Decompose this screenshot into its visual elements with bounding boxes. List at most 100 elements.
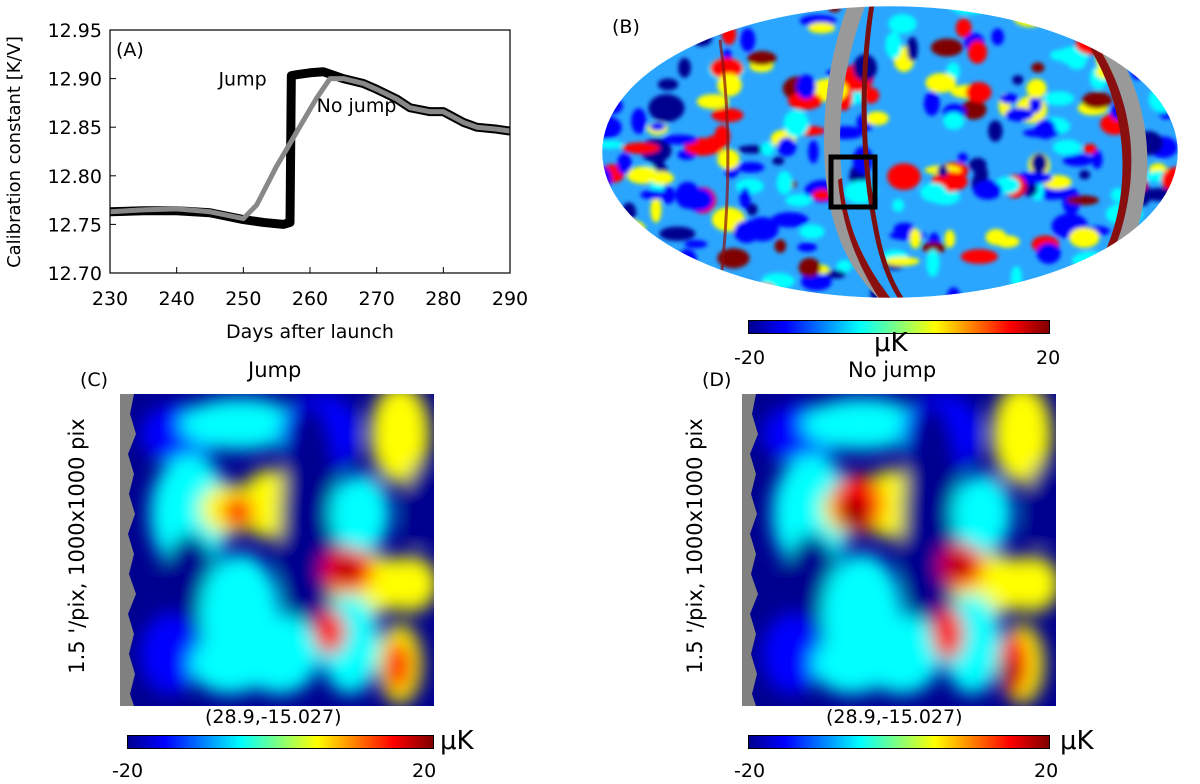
field-blob: [892, 198, 905, 212]
field-blob: [1076, 277, 1102, 292]
field-blob: [777, 137, 797, 157]
field-blob: [1031, 153, 1048, 174]
field-blob: [1028, 464, 1056, 544]
field-blob: [739, 187, 751, 209]
field-blob: [1072, 251, 1109, 270]
field-blob: [973, 180, 1002, 200]
field-blob: [1012, 74, 1024, 85]
panel-d-ylabel: 1.5 '/pix, 1000x1000 pix: [683, 418, 707, 674]
field-blob: [1114, 242, 1153, 267]
field-blob: [762, 614, 822, 694]
field-blob: [1061, 271, 1078, 298]
field-blob: [1096, 6, 1125, 32]
y-tick-label: 12.80: [48, 166, 102, 188]
field-blob: [694, 13, 712, 23]
field-blob: [1005, 107, 1034, 122]
field-blob: [602, 240, 626, 262]
zoom-map-no-jump: [742, 394, 1056, 706]
galactic-mask-arc-edge: [1056, 6, 1132, 298]
field-blob: [740, 28, 756, 52]
field-blob: [884, 256, 920, 266]
field-blob: [994, 235, 1020, 248]
field-blob: [602, 166, 612, 191]
field-blob: [785, 193, 813, 207]
field-blob: [946, 287, 961, 298]
zoom-map-no-jump-mask: [742, 394, 758, 706]
series-line-jump: [109, 67, 511, 229]
colorbar-c-max: 20: [412, 760, 437, 782]
field-blob: [1043, 91, 1075, 106]
field-blob: [696, 94, 730, 110]
field-blob: [1084, 258, 1120, 269]
chart-axes: 230 240 250 260 270 280 290 12.70 12.75 12.80 12.8…: [48, 20, 529, 310]
field-blob: [926, 249, 940, 277]
x-tick-label: 230: [92, 288, 128, 310]
field-blob: [952, 474, 1012, 554]
field-blob: [920, 182, 948, 203]
field-blob: [1138, 222, 1170, 238]
field-blob: [1132, 24, 1148, 40]
galactic-mask-stripe: [824, 6, 892, 298]
field-blob: [717, 73, 742, 97]
field-blob: [707, 285, 733, 295]
field-blob: [774, 239, 787, 253]
field-blob: [887, 163, 921, 191]
y-tick-label: 12.90: [48, 69, 102, 91]
field-blob: [649, 122, 666, 132]
field-blob: [662, 134, 697, 145]
field-blob: [885, 31, 902, 59]
field-blob: [943, 112, 965, 130]
field-blob: [735, 178, 764, 194]
field-blob: [691, 29, 713, 47]
field-blob: [1052, 139, 1082, 156]
field-blob: [826, 270, 846, 279]
y-tick-label: 12.70: [48, 263, 102, 285]
field-blob: [1171, 275, 1178, 298]
field-blob: [621, 142, 660, 154]
x-tick-label: 260: [292, 288, 328, 310]
colorbar-d-max: 20: [1034, 760, 1059, 782]
field-blob: [1002, 658, 1018, 686]
field-blob: [721, 23, 737, 45]
panel-c-ylabel: 1.5 '/pix, 1000x1000 pix: [65, 418, 89, 674]
field-blob: [606, 245, 630, 273]
zoom-map-jump-field: [140, 394, 434, 704]
field-blob: [802, 398, 922, 450]
field-blob: [140, 614, 200, 694]
x-tick-label: 240: [159, 288, 195, 310]
field-blob: [828, 6, 841, 13]
field-blob: [617, 153, 632, 175]
field-blob: [602, 6, 631, 16]
zoom-map-jump: [120, 394, 434, 706]
field-blob: [737, 145, 767, 154]
field-blob: [760, 141, 775, 156]
y-tick-label: 12.95: [48, 20, 102, 42]
field-blob: [1079, 169, 1091, 180]
colorbar-b-max: 20: [1036, 347, 1061, 369]
field-blob: [677, 274, 702, 287]
x-tick-label: 270: [359, 288, 395, 310]
y-axis-label: Calibration constant [K/V]: [4, 36, 25, 268]
annotation-jump: Jump: [217, 69, 266, 91]
field-blob: [783, 109, 809, 138]
zoom-map-no-jump-field: [762, 394, 1056, 704]
field-blob: [999, 93, 1019, 104]
annotation-no-jump: No jump: [317, 95, 397, 117]
field-blob: [732, 280, 754, 291]
field-blob: [1157, 78, 1170, 92]
field-blob: [382, 556, 434, 612]
field-blob: [280, 404, 340, 664]
field-blob: [1012, 6, 1047, 27]
field-blob: [808, 140, 819, 164]
field-blob: [1091, 150, 1103, 169]
colorbar-b: [748, 320, 1050, 334]
field-blob: [888, 13, 917, 34]
field-blob: [1164, 26, 1178, 43]
field-blob: [733, 220, 760, 243]
field-blob: [930, 38, 964, 57]
colorbar-d: [748, 735, 1050, 749]
field-blob: [812, 189, 832, 201]
field-blob: [1083, 143, 1097, 154]
field-blob: [988, 120, 1003, 142]
field-blob: [937, 165, 949, 177]
